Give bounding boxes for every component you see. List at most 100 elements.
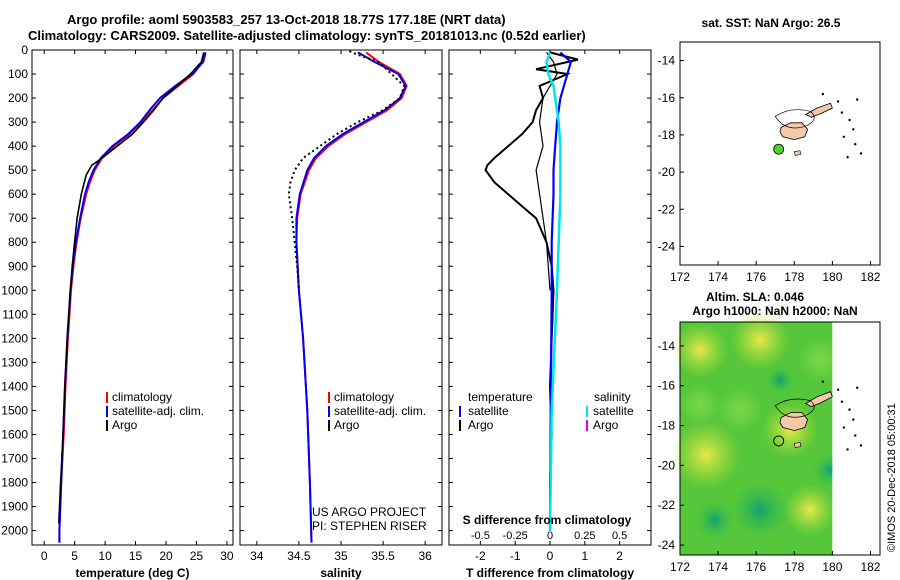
- depth-tick-label: 1400: [1, 379, 28, 393]
- sst-map-kadavu-island: [793, 150, 802, 156]
- sla-map-no-data-area: [832, 322, 880, 555]
- sla-map-anomaly-blob: [730, 480, 790, 540]
- sla-map-anomaly-blob: [798, 338, 842, 382]
- sla-map-subtitle: Argo h1000: NaN h2000: NaN: [692, 304, 857, 318]
- diff-s-tick-label: -0.25: [503, 530, 528, 542]
- sst-map-islet-dot: [859, 152, 863, 155]
- difference-xlabel: T difference from climatology: [466, 566, 634, 580]
- diff-salinity-satellite-line: [545, 51, 562, 531]
- difference-xtick-label: -2: [475, 549, 486, 563]
- depth-tick-label: 700: [8, 211, 28, 225]
- difference-xtick-label: -1: [510, 549, 521, 563]
- temperature-legend-label: satellite-adj. clim.: [112, 404, 204, 418]
- sla-map-float-marker: [773, 435, 785, 447]
- diff-s-tick-label: 0: [547, 530, 553, 542]
- sla-map-ytick-label: -24: [658, 538, 676, 552]
- sla-map-frame: [679, 321, 881, 556]
- sst-map-xtick-label: 180: [822, 270, 842, 284]
- sst-map-vanua-levu-island: [804, 102, 833, 118]
- sst-map-xtick-label: 178: [784, 270, 804, 284]
- salinity-legend-swatch: [328, 420, 330, 431]
- depth-tick-label: 900: [8, 259, 28, 273]
- temperature-argo-line: [58, 52, 205, 524]
- depth-tick-label: 1600: [1, 427, 28, 441]
- sla-map-ytick-label: -20: [658, 458, 676, 472]
- diff-legend-swatch: [586, 420, 588, 431]
- sst-map-ytick-label: -16: [658, 91, 676, 105]
- sst-map-viti-levu-island: [779, 122, 809, 141]
- diff-s-tick-label: -0.5: [471, 530, 490, 542]
- sla-map-anomaly-blob: [762, 402, 818, 458]
- diff-legend-temperature-title: temperature: [468, 390, 533, 404]
- sla-map-xtick-label: 172: [670, 560, 690, 574]
- temperature-xtick-label: 5: [71, 549, 78, 563]
- sla-map-islet-dot: [836, 388, 840, 391]
- depth-tick-label: 1300: [1, 355, 28, 369]
- diff-s-axis-label: S difference from climatology: [463, 513, 632, 527]
- sst-map-islet-dot: [854, 143, 857, 146]
- temperature-legend-swatch: [106, 392, 108, 403]
- imos-timestamp: ©IMOS 20-Dec-2018 05:00:31: [886, 403, 898, 552]
- sla-map-kadavu-island: [793, 442, 802, 448]
- diff-legend-label: satellite: [468, 404, 509, 418]
- sst-map-reef-outline: [774, 109, 815, 129]
- sla-map-xtick-label: 176: [746, 560, 766, 574]
- sst-map-xtick-label: 176: [746, 270, 766, 284]
- diff-s-tick-label: 0.5: [612, 530, 627, 542]
- salinity-argo-dotted-line: [287, 50, 406, 291]
- diff-s-tick-label: 0.25: [574, 530, 595, 542]
- depth-tick-label: 1900: [1, 500, 28, 514]
- temperature-xtick-label: 0: [41, 549, 48, 563]
- temperature-legend-swatch: [106, 420, 108, 431]
- salinity-legend-swatch: [328, 406, 330, 417]
- plot-title-line1: Argo profile: aoml 5903583_257 13-Oct-20…: [67, 12, 506, 27]
- sst-map-xtick-label: 182: [860, 270, 880, 284]
- diff-legend-label: satellite: [593, 404, 634, 418]
- sst-map-ytick-label: -20: [658, 165, 676, 179]
- temperature-frame: [31, 49, 234, 546]
- sla-map-ytick-label: -14: [658, 339, 676, 353]
- sla-map-islet-dot: [840, 400, 844, 403]
- sla-map-ytick-label: -18: [658, 419, 676, 433]
- salinity-legend-swatch: [328, 392, 330, 403]
- sla-map-anomaly-blob: [680, 385, 720, 425]
- sla-map-xtick-label: 178: [784, 560, 804, 574]
- depth-tick-label: 100: [8, 67, 28, 81]
- sla-map-islet-dot: [848, 408, 851, 411]
- depth-tick-label: 300: [8, 115, 28, 129]
- diff-temperature-argo-line: [484, 51, 579, 524]
- sst-map-islet-dot: [840, 111, 844, 114]
- sst-map-islet-dot: [852, 128, 855, 131]
- difference-xtick-label: 1: [581, 549, 588, 563]
- difference-xtick-label: 2: [616, 549, 623, 563]
- sla-map-xtick-label: 182: [860, 560, 880, 574]
- depth-tick-label: 1200: [1, 331, 28, 345]
- salinity-satellite-line: [295, 51, 407, 543]
- sla-map-islet-dot: [852, 418, 855, 421]
- plot-title-line2: Climatology: CARS2009. Satellite-adjuste…: [28, 28, 586, 43]
- diff-legend-salinity-title: salinity: [594, 390, 631, 404]
- difference-xtick-label: 0: [547, 549, 554, 563]
- depth-tick-label: 0: [21, 43, 28, 57]
- salinity-frame: [239, 49, 443, 546]
- sla-map-title: Altim. SLA: 0.046: [706, 290, 804, 304]
- sla-map-xtick-label: 180: [822, 560, 842, 574]
- sst-map-islet-dot: [846, 156, 849, 159]
- sst-map-frame: [679, 41, 881, 266]
- diff-salinity-argo-line: [535, 52, 558, 291]
- diff-legend-label: Argo: [468, 418, 494, 432]
- diff-legend-swatch: [459, 406, 461, 417]
- diff-legend-swatch: [586, 406, 588, 417]
- credit-project: US ARGO PROJECT: [312, 505, 427, 519]
- sla-map-islet-dot: [855, 386, 859, 389]
- sst-map-ytick-label: -18: [658, 128, 676, 142]
- salinity-xtick-label: 34: [250, 549, 264, 563]
- sla-map-anomaly-blob: [765, 365, 795, 395]
- salinity-xtick-label: 34.5: [287, 549, 311, 563]
- diff-legend-label: Argo: [593, 418, 619, 432]
- sla-map-anomaly-blob: [672, 322, 728, 378]
- temperature-xtick-label: 20: [159, 549, 173, 563]
- depth-tick-label: 800: [8, 235, 28, 249]
- sla-map-anomaly-blob: [784, 484, 836, 536]
